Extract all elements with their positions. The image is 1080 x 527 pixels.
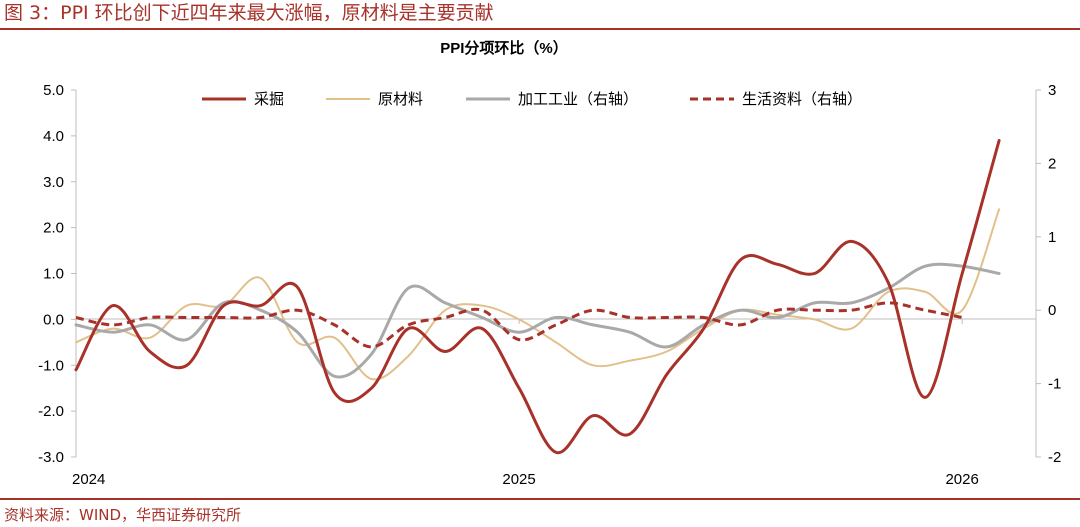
legend-processing-label: 加工工业（右轴） <box>518 91 638 108</box>
right-tick-label: 0 <box>1048 302 1056 319</box>
chart-lines <box>74 139 1001 454</box>
series-line-raw-materials <box>75 208 1001 381</box>
legend-mining: 采掘 <box>202 91 284 108</box>
left-tick-label: 2.0 <box>43 220 64 237</box>
right-tick-label: -1 <box>1048 376 1061 393</box>
legend-living-goods-label: 生活资料（右轴） <box>742 91 862 108</box>
left-tick-label: 5.0 <box>43 82 64 99</box>
legend-processing: 加工工业（右轴） <box>466 91 638 108</box>
x-tick-label: 2024 <box>72 471 105 488</box>
left-tick-label: 3.0 <box>43 174 64 191</box>
legend-mining-label: 采掘 <box>254 91 284 108</box>
chart-title: PPI分项环比（%） <box>440 39 568 57</box>
chart-legend: 采掘 原材料 加工工业（右轴） 生活资料（右轴） <box>202 91 862 108</box>
legend-raw-materials: 原材料 <box>326 91 423 108</box>
source-note: 资料来源：WIND，华西证券研究所 <box>4 506 242 524</box>
left-tick-label: 4.0 <box>43 128 64 145</box>
left-tick-label: 0.0 <box>43 311 64 328</box>
right-tick-label: 3 <box>1048 82 1056 99</box>
series-line-living-goods <box>75 301 963 349</box>
left-tick-label: -2.0 <box>38 403 64 420</box>
left-tick-label: -3.0 <box>38 449 64 466</box>
legend-raw-materials-label: 原材料 <box>378 91 423 108</box>
figure-title: 图 3：PPI 环比创下近四年来最大涨幅，原材料是主要贡献 <box>4 2 494 24</box>
left-tick-label: 1.0 <box>43 266 64 283</box>
right-tick-label: -2 <box>1048 449 1061 466</box>
right-tick-label: 2 <box>1048 155 1056 172</box>
x-tick-label: 2025 <box>502 471 535 488</box>
legend-living-goods: 生活资料（右轴） <box>690 91 862 108</box>
left-tick-label: -1.0 <box>38 357 64 374</box>
series-line-mining <box>74 139 1001 454</box>
footer-rule <box>0 498 1080 500</box>
chart-axes: 5.0 4.0 3.0 2.0 1.0 0.0 -1.0 -2.0 -3.0 3 2 1 0 -1 -2 20… <box>38 82 1061 488</box>
x-tick-label: 2026 <box>945 471 978 488</box>
right-tick-label: 1 <box>1048 229 1056 246</box>
title-rule <box>0 28 1080 30</box>
